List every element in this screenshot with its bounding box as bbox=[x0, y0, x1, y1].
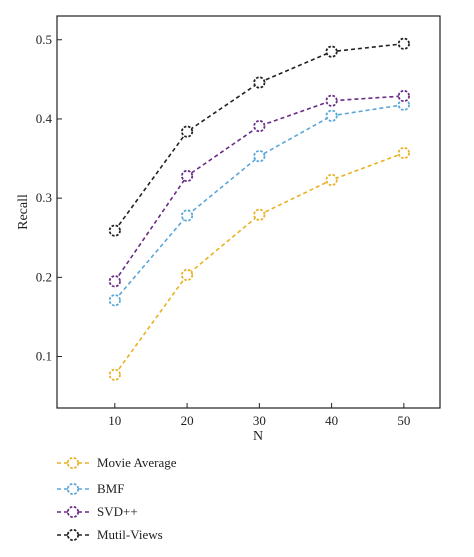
legend-item: BMF bbox=[57, 481, 124, 496]
legend-item: Movie Average bbox=[57, 455, 177, 470]
data-point bbox=[108, 294, 121, 307]
data-point bbox=[397, 98, 410, 111]
series-layer bbox=[108, 37, 410, 381]
legend-item: SVD++ bbox=[57, 504, 138, 519]
x-axis-label: N bbox=[253, 429, 263, 444]
y-axis-label: Recall bbox=[16, 194, 31, 230]
legend-marker bbox=[66, 528, 80, 542]
x-tick-label: 40 bbox=[325, 413, 338, 428]
series-mutil-views bbox=[108, 37, 410, 237]
data-point bbox=[253, 119, 266, 133]
x-tick-label: 20 bbox=[181, 413, 194, 428]
y-tick-label: 0.3 bbox=[36, 190, 52, 205]
plot-frame bbox=[56, 15, 441, 409]
series-bmf bbox=[108, 98, 410, 307]
plot-area bbox=[56, 15, 441, 409]
series-line bbox=[114, 152, 405, 376]
legend-item: Mutil-Views bbox=[57, 527, 163, 542]
x-tick-label: 50 bbox=[397, 413, 410, 428]
y-tick-label: 0.5 bbox=[36, 32, 52, 47]
y-axis-ticks: 0.1 0.2 0.3 0.4 0.5 bbox=[36, 32, 62, 364]
x-tick-label: 30 bbox=[253, 413, 266, 428]
y-tick-label: 0.2 bbox=[36, 269, 52, 284]
legend-label: Movie Average bbox=[97, 455, 177, 470]
legend-marker bbox=[66, 456, 80, 470]
data-point bbox=[325, 45, 338, 58]
data-point bbox=[253, 208, 266, 221]
data-point bbox=[397, 89, 410, 103]
data-point bbox=[180, 268, 194, 282]
data-point bbox=[325, 109, 338, 122]
series-svd- bbox=[108, 89, 410, 288]
data-point bbox=[108, 224, 121, 237]
data-point bbox=[180, 125, 194, 138]
data-point bbox=[180, 169, 194, 183]
x-tick-label: 10 bbox=[108, 413, 121, 428]
series-line bbox=[114, 103, 404, 301]
x-axis-ticks: 10 20 30 40 50 bbox=[108, 403, 410, 428]
legend-marker bbox=[66, 505, 80, 519]
data-point bbox=[397, 146, 410, 160]
data-point bbox=[325, 94, 338, 107]
data-point bbox=[180, 209, 194, 222]
series-line bbox=[114, 95, 404, 282]
legend: Movie Average BMF SVD++ Mutil-Views bbox=[57, 455, 177, 542]
legend-label: SVD++ bbox=[97, 504, 138, 519]
series-line bbox=[114, 42, 404, 232]
y-tick-label: 0.4 bbox=[36, 111, 53, 126]
data-point bbox=[253, 150, 266, 163]
y-tick-label: 0.1 bbox=[36, 349, 52, 364]
data-point bbox=[108, 368, 121, 381]
data-point bbox=[397, 37, 410, 50]
legend-label: Mutil-Views bbox=[97, 527, 163, 542]
legend-label: BMF bbox=[97, 481, 124, 496]
data-point bbox=[108, 275, 121, 288]
data-point bbox=[325, 173, 338, 187]
legend-marker bbox=[66, 482, 80, 496]
series-movie-average bbox=[108, 146, 410, 381]
data-point bbox=[253, 76, 266, 89]
